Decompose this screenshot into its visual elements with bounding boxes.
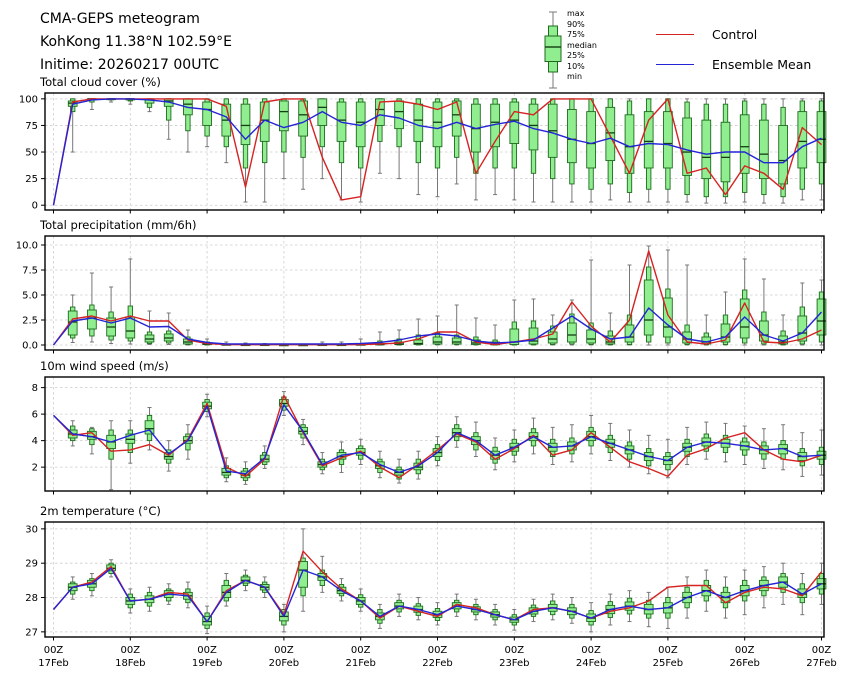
- panel-4: 27 28 29 302m temperature (°C): [25, 504, 826, 641]
- ytick-label: 2: [32, 463, 38, 474]
- meteogram-page: CMA-GEPS meteogram KohKong 11.38°N 102.5…: [0, 0, 844, 680]
- ytick-label: 75: [25, 121, 38, 132]
- panel-2: 0.0 2.5 5.0 7.5 10.0Total precipitation (mm/…: [16, 218, 826, 354]
- ytick-label: 7.5: [22, 266, 38, 277]
- ytick-label: 0: [32, 201, 38, 212]
- xtick-time-label: 00Z: [121, 645, 141, 656]
- ytick-label: 10.0: [16, 241, 38, 252]
- ytick-label: 0.0: [22, 341, 38, 352]
- panel-3: 2 4 6 810m wind speed (m/s): [32, 359, 826, 495]
- ytick-label: 6: [32, 410, 38, 421]
- panel-title: 2m temperature (°C): [40, 504, 161, 518]
- xtick-time-label: 00Z: [581, 645, 601, 656]
- ytick-label: 2.5: [22, 316, 38, 327]
- xtick-date-label: 27Feb: [806, 658, 836, 669]
- ytick-label: 50: [25, 148, 38, 159]
- meteogram-chart: 0 25 50 75 100Total cloud cover (%) 0.0 2.5 5.0…: [0, 0, 844, 680]
- panel-title: 10m wind speed (m/s): [40, 359, 169, 373]
- ytick-label: 28: [25, 593, 38, 604]
- xtick-time-label: 00Z: [812, 645, 832, 656]
- ytick-label: 8: [32, 383, 38, 394]
- xtick-date-label: 21Feb: [345, 658, 375, 669]
- panel-1: 0 25 50 75 100Total cloud cover (%): [19, 75, 826, 214]
- xtick-date-label: 22Feb: [422, 658, 452, 669]
- xtick-date-label: 17Feb: [38, 658, 68, 669]
- ytick-label: 29: [25, 559, 38, 570]
- xtick-date-label: 20Feb: [269, 658, 299, 669]
- xtick-time-label: 00Z: [197, 645, 217, 656]
- xtick-time-label: 00Z: [428, 645, 448, 656]
- xtick-time-label: 00Z: [658, 645, 678, 656]
- xtick-time-label: 00Z: [505, 645, 525, 656]
- xtick-time-label: 00Z: [274, 645, 294, 656]
- panel-title: Total cloud cover (%): [39, 75, 161, 89]
- xtick-date-label: 23Feb: [499, 658, 529, 669]
- xtick-date-label: 26Feb: [729, 658, 759, 669]
- ytick-label: 30: [25, 524, 38, 535]
- xtick-date-label: 25Feb: [653, 658, 683, 669]
- xtick-time-label: 00Z: [735, 645, 755, 656]
- ytick-label: 25: [25, 174, 38, 185]
- ytick-label: 4: [32, 436, 38, 447]
- ytick-label: 5.0: [22, 291, 38, 302]
- ytick-label: 27: [25, 627, 38, 638]
- xtick-time-label: 00Z: [44, 645, 64, 656]
- xtick-date-label: 18Feb: [115, 658, 145, 669]
- xtick-date-label: 24Feb: [576, 658, 606, 669]
- ytick-label: 100: [19, 94, 38, 105]
- panel-title: Total precipitation (mm/6h): [39, 218, 196, 232]
- xtick-date-label: 19Feb: [192, 658, 222, 669]
- xtick-time-label: 00Z: [351, 645, 371, 656]
